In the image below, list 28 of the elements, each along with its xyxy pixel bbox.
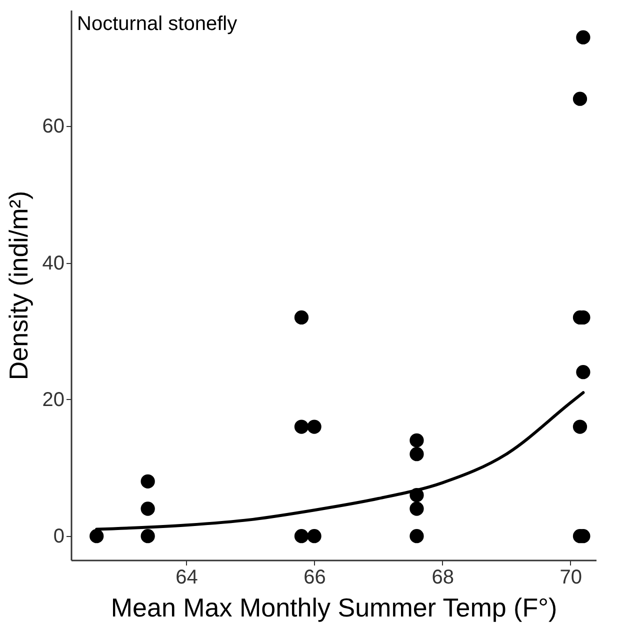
point [410, 502, 424, 516]
point [294, 310, 309, 325]
point [90, 529, 104, 544]
point [140, 502, 155, 516]
point [410, 433, 424, 448]
point [576, 365, 590, 380]
point [307, 529, 322, 544]
chart-title: Nocturnal stonefly [77, 13, 238, 35]
y-tick-label: 60 [42, 116, 64, 138]
point [294, 420, 309, 434]
point [410, 529, 424, 544]
point [140, 474, 155, 488]
point [294, 529, 309, 544]
x-tick-label: 68 [432, 566, 454, 588]
y-axis-title: Density (indi/m²) [3, 190, 34, 380]
point [140, 529, 155, 544]
x-axis-title: Mean Max Monthly Summer Temp (F°) [110, 592, 558, 622]
point [572, 92, 588, 106]
x-tick-label: 70 [560, 566, 582, 588]
y-tick-label: 0 [53, 526, 64, 548]
x-tick-label: 64 [176, 566, 198, 588]
point [410, 447, 424, 462]
x-tick-label: 66 [304, 566, 326, 588]
point [576, 30, 590, 44]
point [572, 420, 588, 434]
y-tick-label: 20 [42, 388, 64, 411]
point [307, 420, 322, 434]
y-tick-label: 40 [42, 252, 64, 274]
